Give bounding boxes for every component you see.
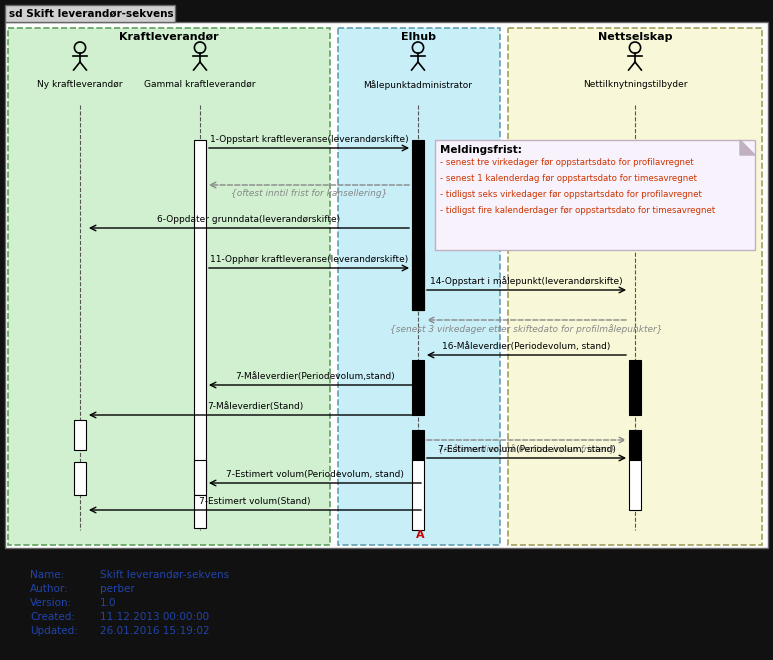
- Text: Nettilknytningstilbyder: Nettilknytningstilbyder: [583, 80, 687, 89]
- FancyBboxPatch shape: [74, 420, 86, 450]
- Text: 11-Opphør kraftleveranse(leverandørskifte): 11-Opphør kraftleveranse(leverandørskift…: [210, 255, 408, 264]
- Text: sd Skift leverandør-sekvens: sd Skift leverandør-sekvens: [9, 9, 174, 18]
- FancyBboxPatch shape: [412, 140, 424, 310]
- Text: Version:: Version:: [30, 598, 72, 608]
- FancyBboxPatch shape: [74, 462, 86, 495]
- Text: 7-Måleverdier(Periodevolum,stand): 7-Måleverdier(Periodevolum,stand): [235, 372, 395, 381]
- FancyBboxPatch shape: [194, 460, 206, 495]
- FancyBboxPatch shape: [629, 460, 641, 510]
- Text: 14-Oppstart i målepunkt(leverandørskifte): 14-Oppstart i målepunkt(leverandørskifte…: [431, 276, 623, 286]
- FancyBboxPatch shape: [5, 5, 175, 22]
- Text: Updated:: Updated:: [30, 626, 78, 636]
- FancyBboxPatch shape: [629, 360, 641, 415]
- Text: 26.01.2016 15:19:02: 26.01.2016 15:19:02: [100, 626, 209, 636]
- Text: Kraftleverandør: Kraftleverandør: [119, 32, 219, 42]
- Text: Name:: Name:: [30, 570, 64, 580]
- FancyBboxPatch shape: [412, 360, 424, 415]
- FancyBboxPatch shape: [194, 140, 206, 490]
- Text: Målepunktadministrator: Målepunktadministrator: [363, 80, 472, 90]
- Text: Meldingsfrist:: Meldingsfrist:: [440, 145, 522, 155]
- Text: A: A: [416, 530, 424, 540]
- Text: {senest 3 virkedager etter skiftedato for profilmålepunkter}: {senest 3 virkedager etter skiftedato fo…: [390, 324, 662, 334]
- FancyBboxPatch shape: [194, 495, 206, 528]
- Text: 11.12.2013 00:00:00: 11.12.2013 00:00:00: [100, 612, 209, 622]
- Text: 7-Estimert volum(Periodevolum, stand): 7-Estimert volum(Periodevolum, stand): [226, 470, 404, 479]
- FancyBboxPatch shape: [508, 28, 762, 545]
- Text: Author:: Author:: [30, 584, 69, 594]
- Text: 6-Oppdater grunndata(leverandørskifte): 6-Oppdater grunndata(leverandørskifte): [158, 215, 341, 224]
- Text: Nettselskap: Nettselskap: [598, 32, 673, 42]
- Text: 16-Måleverdier(Periodevolum, stand): 16-Måleverdier(Periodevolum, stand): [442, 342, 611, 351]
- FancyBboxPatch shape: [8, 28, 330, 545]
- Text: perber: perber: [100, 584, 135, 594]
- FancyBboxPatch shape: [412, 250, 424, 310]
- Text: Skift leverandør-sekvens: Skift leverandør-sekvens: [100, 570, 229, 580]
- Text: {oftest inntil frist for kansellering}: {oftest inntil frist for kansellering}: [231, 189, 387, 198]
- Text: Elhub: Elhub: [401, 32, 437, 42]
- FancyBboxPatch shape: [629, 430, 641, 460]
- Text: {måleverdier må mottas innen fristen}: {måleverdier må mottas innen fristen}: [438, 444, 615, 454]
- FancyBboxPatch shape: [412, 430, 424, 460]
- Text: - tidligst seks virkedager før oppstartsdato for profilavregnet: - tidligst seks virkedager før oppstarts…: [440, 190, 702, 199]
- Text: Created:: Created:: [30, 612, 75, 622]
- FancyBboxPatch shape: [338, 28, 500, 545]
- Text: 1-Oppstart kraftleveranse(leverandørskifte): 1-Oppstart kraftleveranse(leverandørskif…: [209, 135, 408, 144]
- Text: - senest tre virkedager før oppstartsdato for profilavregnet: - senest tre virkedager før oppstartsdat…: [440, 158, 693, 167]
- FancyBboxPatch shape: [5, 22, 768, 548]
- Text: 7-Estimert volum(Periodevolum, stand): 7-Estimert volum(Periodevolum, stand): [438, 445, 615, 454]
- Polygon shape: [740, 140, 755, 155]
- Text: 7-Estimert volum(Stand): 7-Estimert volum(Stand): [199, 497, 311, 506]
- FancyBboxPatch shape: [412, 460, 424, 530]
- FancyBboxPatch shape: [435, 140, 755, 250]
- Text: - tidligst fire kalenderdager før oppstartsdato for timesavregnet: - tidligst fire kalenderdager før oppsta…: [440, 206, 715, 215]
- Text: Ny kraftleverandør: Ny kraftleverandør: [37, 80, 123, 89]
- Text: - senest 1 kalenderdag før oppstartsdato for timesavregnet: - senest 1 kalenderdag før oppstartsdato…: [440, 174, 697, 183]
- Text: 7-Måleverdier(Stand): 7-Måleverdier(Stand): [207, 402, 303, 411]
- Text: 1.0: 1.0: [100, 598, 117, 608]
- Text: Gammal kraftleverandør: Gammal kraftleverandør: [145, 80, 256, 89]
